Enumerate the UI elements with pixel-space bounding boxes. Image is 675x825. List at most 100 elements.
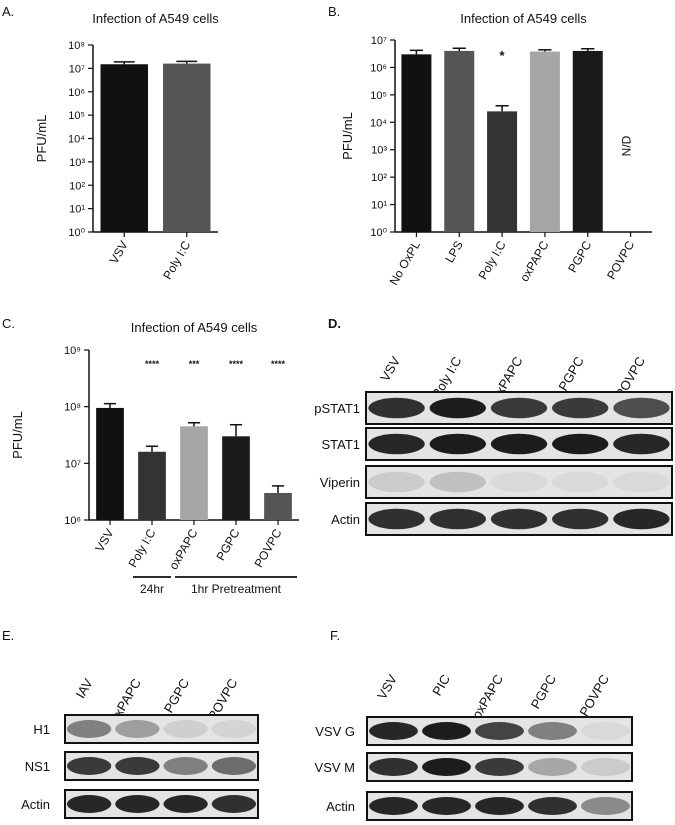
y-tick-label: 10² (371, 172, 387, 184)
blot-band (613, 471, 670, 493)
blot-band (429, 397, 486, 419)
bar-oxpapc (529, 51, 560, 232)
blot-band (552, 508, 609, 530)
blot-band (490, 471, 548, 493)
blot-band (368, 471, 425, 493)
chart-title: Infection of A549 cells (131, 320, 258, 335)
blot-band (369, 797, 418, 815)
blot-row-label: Actin (326, 799, 355, 814)
bar-pgpc (222, 436, 250, 520)
blot-band (115, 720, 160, 738)
blot-band (490, 397, 548, 419)
blot-row-label: Actin (331, 512, 360, 527)
significance-stars: **** (145, 359, 160, 369)
blot-row-label: Viperin (320, 475, 360, 490)
blot-column-label: VSV (377, 354, 403, 384)
x-tick-label: VSV (92, 527, 116, 555)
blot-band (422, 797, 471, 815)
y-tick-label: 10³ (371, 145, 387, 157)
y-axis-label: PFU/mL (340, 112, 355, 160)
blot-band (369, 722, 418, 740)
y-tick-label: 10⁶ (370, 62, 387, 74)
blot-band (163, 757, 208, 775)
blot-band (528, 797, 577, 815)
blot-band (581, 797, 630, 815)
blot-band (613, 508, 670, 530)
blot-column-label: PGPC (528, 672, 559, 711)
y-tick-label: 10⁷ (65, 458, 81, 470)
x-tick-label: Poly I:C (160, 238, 193, 282)
y-tick-label: 10⁰ (68, 227, 85, 239)
x-tick-label: Poly I:C (125, 526, 158, 570)
blot-row-label: VSV G (315, 724, 355, 739)
blot-band (528, 758, 577, 776)
x-tick-label: POVPC (251, 526, 284, 570)
blot-column-label: oxPAPC (469, 672, 506, 721)
blot-row-label: H1 (33, 722, 50, 737)
blot-band (475, 758, 524, 776)
blot-band (490, 433, 548, 455)
group-label: 1hr Pretreatment (191, 582, 282, 596)
blot-band (163, 795, 208, 813)
x-tick-label: LPS (442, 239, 465, 266)
blot-band (211, 757, 257, 775)
bar-pgpc (572, 50, 603, 233)
bar-lps (444, 50, 475, 233)
blot-band (368, 508, 425, 530)
bar-poly-i-c (487, 111, 518, 232)
y-tick-label: 10⁸ (64, 402, 81, 414)
y-axis-label: PFU/mL (34, 115, 49, 163)
blot-column-label: PGPC (161, 676, 192, 715)
blot-band (66, 720, 112, 738)
y-tick-label: 10⁷ (69, 63, 85, 75)
panel-label-d: D. (328, 316, 341, 331)
blot-band (528, 722, 577, 740)
panel-label-e: E. (2, 628, 14, 643)
blot-band (552, 433, 609, 455)
blot-band (552, 471, 609, 493)
blot-band (115, 757, 160, 775)
x-tick-label: oxPAPC (517, 238, 552, 284)
y-axis-label: PFU/mL (10, 411, 25, 459)
blot-row-label: Actin (21, 797, 50, 812)
x-tick-label: No OxPL (387, 238, 424, 287)
blot-band (422, 758, 471, 776)
y-tick-label: 10² (69, 180, 85, 192)
y-tick-label: 10⁴ (68, 134, 85, 146)
blot-band (552, 397, 609, 419)
blot-band (429, 508, 486, 530)
bar-povpc (264, 492, 292, 520)
blot-column-label: IAV (73, 676, 96, 701)
blot-band (475, 722, 524, 740)
chart-b: Infection of A549 cells PFU/mL 10⁰ 10¹ 10² 10… (340, 11, 652, 288)
bar-poly-i-c (163, 63, 211, 232)
blot-row-label: STAT1 (321, 437, 360, 452)
x-tick-label: PGPC (213, 526, 242, 563)
significance-stars: **** (229, 359, 244, 369)
x-tick-label: oxPAPC (166, 526, 201, 572)
significance-stars: * (500, 48, 506, 63)
y-tick-label: 10⁵ (370, 90, 387, 102)
blot-column-label: PIC (429, 672, 453, 698)
blot-column-label: VSV (374, 672, 400, 702)
blot-band (66, 795, 112, 813)
y-tick-label: 10⁹ (64, 345, 81, 357)
blot-band (369, 758, 418, 776)
blot-band (115, 795, 160, 813)
panel-label-b: B. (328, 4, 340, 19)
chart-a: Infection of A549 cells PFU/mL 10⁰ 10¹ 10² 10… (34, 11, 219, 282)
panel-label-f: F. (330, 628, 340, 643)
group-label: 24hr (140, 582, 164, 596)
significance-stars: **** (271, 359, 286, 369)
blot-column-label: POVPC (576, 672, 612, 719)
blot-band (429, 433, 486, 455)
chart-c: Infection of A549 cells PFU/mL 10⁶ 10⁷ 10⁸ 10… (10, 320, 299, 596)
chart-title: Infection of A549 cells (460, 11, 587, 26)
y-tick-label: 10³ (69, 157, 85, 169)
blot-column-label: PGPC (555, 354, 586, 393)
panel-label-a: A. (2, 4, 14, 19)
blot-band (211, 795, 257, 813)
y-tick-label: 10⁶ (64, 515, 81, 527)
